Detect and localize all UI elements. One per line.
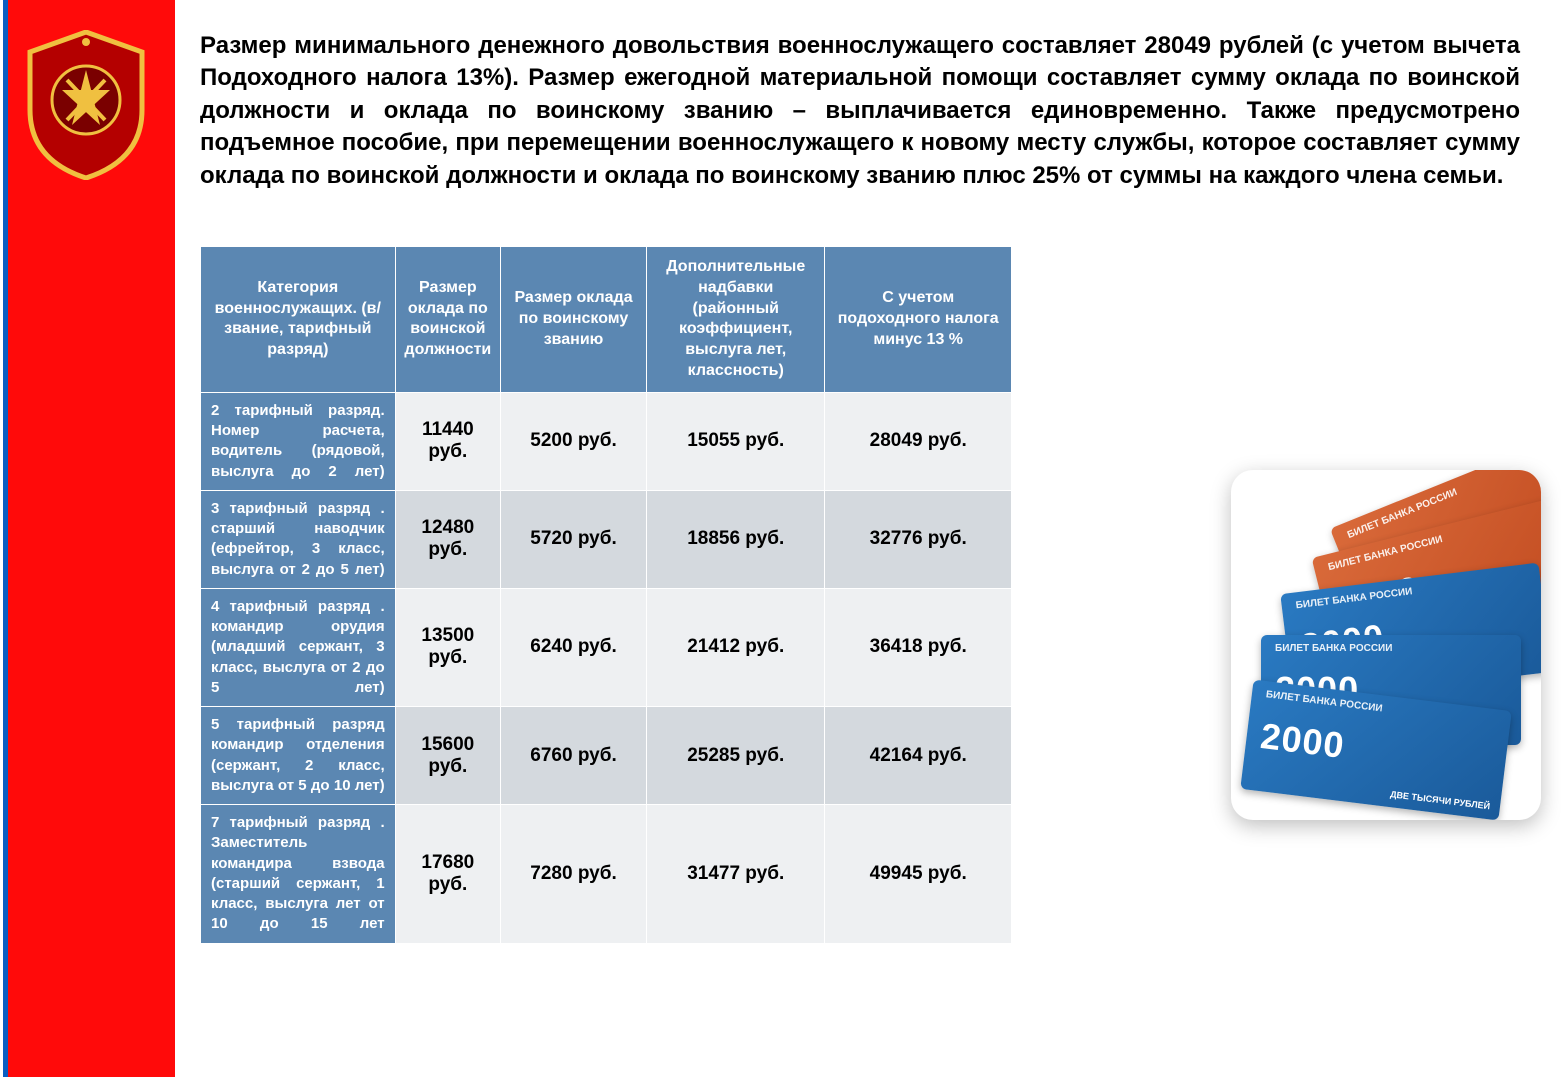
cell-value: 15600 руб.	[395, 707, 500, 805]
table-row: 3 тарифный разряд . старший наводчик (еф…	[201, 490, 1012, 588]
cell-value: 17680 руб.	[395, 805, 500, 944]
cell-category: 4 тарифный разряд . командир орудия (мла…	[201, 588, 396, 706]
money-illustration: БИЛЕТ БАНКА РОССИИ 5000 БИЛЕТ БАНКА РОСС…	[1231, 470, 1541, 820]
table-row: 7 тарифный разряд . Заместитель командир…	[201, 805, 1012, 944]
cell-value: 32776 руб.	[825, 490, 1012, 588]
cell-value: 36418 руб.	[825, 588, 1012, 706]
col-rank: Размер оклада по воинскому званию	[501, 247, 647, 393]
bill-denom: 2000	[1258, 715, 1347, 767]
table-row: 2 тарифный разряд. Номер расчета, водите…	[201, 392, 1012, 490]
intro-paragraph: Размер минимального денежного довольстви…	[200, 30, 1520, 192]
cell-value: 49945 руб.	[825, 805, 1012, 944]
cell-value: 21412 руб.	[647, 588, 825, 706]
cell-value: 13500 руб.	[395, 588, 500, 706]
cell-value: 11440 руб.	[395, 392, 500, 490]
bill-issub: БИЛЕТ БАНКА РОССИИ	[1265, 689, 1383, 714]
cell-value: 31477 руб.	[647, 805, 825, 944]
cell-value: 42164 руб.	[825, 707, 1012, 805]
cell-value: 25285 руб.	[647, 707, 825, 805]
cell-value: 7280 руб.	[501, 805, 647, 944]
col-bonus: Дополнительные надбавки (районный коэффи…	[647, 247, 825, 393]
cell-value: 5200 руб.	[501, 392, 647, 490]
cell-value: 6240 руб.	[501, 588, 647, 706]
cell-category: 3 тарифный разряд . старший наводчик (еф…	[201, 490, 396, 588]
salary-table: Категория военнослужащих. (в/звание, тар…	[200, 246, 1012, 944]
table-row: 4 тарифный разряд . командир орудия (мла…	[201, 588, 1012, 706]
military-emblem-icon	[22, 30, 150, 180]
cell-value: 6760 руб.	[501, 707, 647, 805]
cell-category: 5 тарифный разряд командир отделения (се…	[201, 707, 396, 805]
cell-value: 12480 руб.	[395, 490, 500, 588]
bill-issub: БИЛЕТ БАНКА РОССИИ	[1275, 643, 1392, 654]
cell-value: 15055 руб.	[647, 392, 825, 490]
cell-category: 2 тарифный разряд. Номер расчета, водите…	[201, 392, 396, 490]
cell-category: 7 тарифный разряд . Заместитель командир…	[201, 805, 396, 944]
cell-value: 28049 руб.	[825, 392, 1012, 490]
table-row: 5 тарифный разряд командир отделения (се…	[201, 707, 1012, 805]
col-category: Категория военнослужащих. (в/звание, тар…	[201, 247, 396, 393]
col-net: С учетом подоходного налога минус 13 %	[825, 247, 1012, 393]
cell-value: 5720 руб.	[501, 490, 647, 588]
cell-value: 18856 руб.	[647, 490, 825, 588]
col-position: Размер оклада по воинской должности	[395, 247, 500, 393]
bill-caption: ДВЕ ТЫСЯЧИ РУБЛЕЙ	[1390, 789, 1491, 811]
table-header-row: Категория военнослужащих. (в/звание, тар…	[201, 247, 1012, 393]
bill-issub: БИЛЕТ БАНКА РОССИИ	[1295, 586, 1413, 611]
